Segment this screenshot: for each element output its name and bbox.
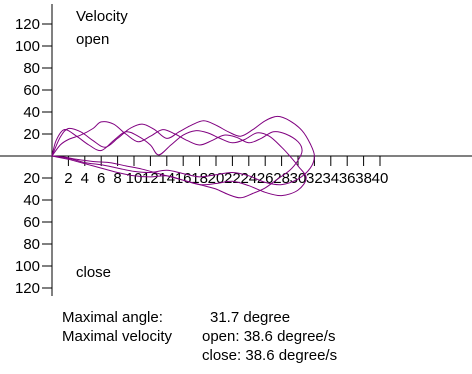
- y-tick-label: 120: [15, 16, 40, 33]
- x-tick-label: 40: [372, 170, 389, 187]
- x-tick-label: 6: [97, 170, 105, 187]
- x-tick-label: 12: [142, 170, 159, 187]
- x-tick-label: 10: [126, 170, 143, 187]
- x-tick-label: 38: [355, 170, 372, 187]
- y-tick-label: 80: [23, 60, 40, 77]
- max-angle-row: Maximal angle: 31.7 degree: [62, 308, 337, 327]
- chart-title: Velocity: [76, 8, 128, 25]
- max-angle-label: Maximal angle:: [62, 309, 163, 326]
- y-tick-label: 60: [23, 82, 40, 99]
- series-line-1: [51, 129, 307, 197]
- y-tick-label: 100: [15, 258, 40, 275]
- series-line-3: [51, 121, 303, 199]
- max-velocity-row: Maximal velocity open: 38.6 degree/s: [62, 327, 337, 346]
- y-tick-label: 40: [23, 192, 40, 209]
- max-velocity-close-row: close: 38.6 degree/s: [62, 346, 337, 365]
- axes: [0, 4, 472, 296]
- y-tick-label: 100: [15, 38, 40, 55]
- max-velocity-label: Maximal velocity: [62, 328, 173, 345]
- x-tick-label: 8: [113, 170, 121, 187]
- x-tick-label: 32: [306, 170, 323, 187]
- x-ticks: 2 4 6 8 10 12 14 16 18 20 22 24 26 28 30 32 34 36 38 40: [64, 156, 388, 187]
- series-group: [51, 115, 315, 199]
- max-velocity-close-value: close: 38.6 degree/s: [202, 347, 338, 364]
- y-tick-label: 60: [23, 214, 40, 231]
- x-tick-label: 28: [273, 170, 290, 187]
- x-tick-label: 18: [191, 170, 208, 187]
- y-tick-label: 40: [23, 104, 40, 121]
- x-tick-label: 14: [158, 170, 175, 187]
- y-tick-label: 20: [23, 170, 40, 187]
- x-tick-label: 30: [290, 170, 307, 187]
- y-tick-label: 20: [23, 126, 40, 143]
- open-label: open: [76, 31, 109, 48]
- x-tick-label: 2: [64, 170, 72, 187]
- stats-panel: Maximal angle: 31.7 degree Maximal veloc…: [62, 308, 337, 365]
- x-tick-label: 26: [257, 170, 274, 187]
- max-velocity-open-value: open: 38.6 degree/s: [202, 328, 336, 345]
- x-tick-label: 4: [81, 170, 89, 187]
- y-ticks: 20 40 60 80 100 120 20 40 60 80 100 120: [15, 16, 52, 297]
- y-tick-label: 120: [15, 280, 40, 297]
- max-angle-value: 31.7 degree: [210, 309, 291, 326]
- series-line-2: [51, 115, 315, 186]
- x-tick-label: 34: [322, 170, 339, 187]
- close-label: close: [76, 264, 111, 281]
- x-tick-label: 22: [224, 170, 241, 187]
- stat-indent: [62, 346, 202, 365]
- velocity-chart: 20 40 60 80 100 120 20 40 60 80 100 120 2 4 6 8 10 12 14 1…: [0, 4, 472, 297]
- y-tick-label: 80: [23, 236, 40, 253]
- x-tick-label: 36: [339, 170, 356, 187]
